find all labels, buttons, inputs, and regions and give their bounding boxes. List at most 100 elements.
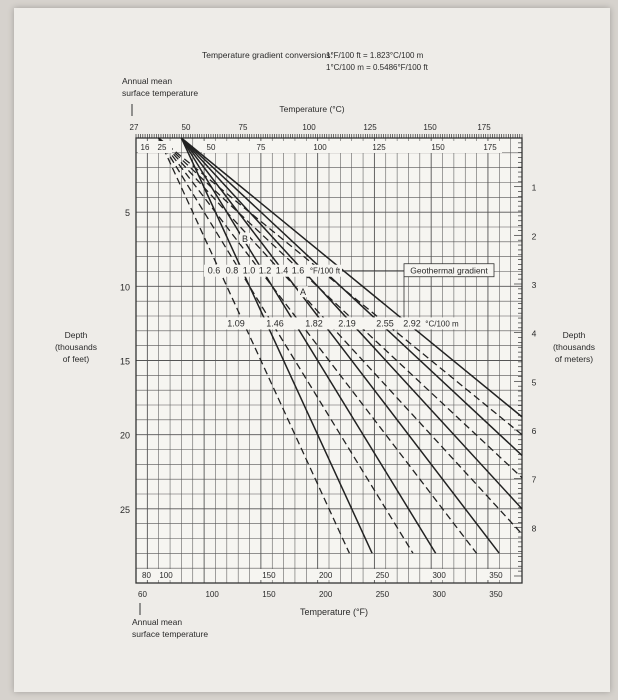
gradient-box-bg (403, 263, 495, 278)
x-tick-f-inner-4: 300 (432, 571, 446, 580)
y-tick-m-6: 6 (532, 426, 537, 436)
top-ticks (135, 134, 523, 138)
surface-tick-bottom-inner: 80 (142, 571, 151, 580)
surface-tick-bottom-bg (138, 569, 176, 580)
y-axis-label-left-2: (thousands (55, 342, 97, 352)
gradient-f-label-5: 1.4 (276, 266, 289, 276)
gradient-line-1 (180, 137, 373, 554)
y-axis-label-left-3: of feet) (63, 354, 90, 364)
gradient-f-label-4: 1.2 (259, 266, 272, 276)
x-tick-c-outer-1: 75 (239, 123, 248, 132)
gradient-c-label-2: 1.46 (266, 318, 284, 328)
x-tick-f-inner-bg (372, 569, 393, 580)
conversion-1: 1°F/100 ft = 1.823°C/100 m (326, 51, 424, 60)
x-tick-f-inner-bg (485, 569, 506, 580)
y-tick-ft-4: 20 (120, 431, 130, 441)
x-tick-f-outer-1: 100 (205, 590, 219, 599)
y-axis-label-right-2: (thousands (553, 342, 595, 352)
x-tick-c-outer-4: 150 (423, 123, 437, 132)
surface-tick-top-f-2: 50 (182, 123, 191, 132)
x-tick-f-inner-5: 350 (489, 571, 503, 580)
y-axis-label-left-1: Depth (65, 330, 88, 340)
x-tick-f-inner-3: 250 (376, 571, 390, 580)
surface-tick-top-f-1: 27 (130, 123, 139, 132)
x-axis-label-bottom: Temperature (°F) (300, 607, 368, 617)
x-tick-f-outer-4: 250 (376, 590, 390, 599)
surface-label-top-1: Annual mean (122, 76, 172, 86)
gradient-f-label-3: 1.0 (243, 266, 256, 276)
surface-tick-bottom-outer: 60 (138, 590, 147, 599)
y-tick-m-4: 4 (532, 329, 537, 339)
x-tick-f-inner-2: 200 (319, 571, 333, 580)
y-axis-label-right-3: of meters) (555, 354, 593, 364)
gradient-c-label-3: 1.82 (305, 318, 323, 328)
meter-scale (514, 137, 522, 577)
y-tick-ft-5: 25 (120, 505, 130, 515)
x-tick-c-inner-bg (202, 141, 502, 153)
marker-b-bg (240, 232, 250, 244)
y-tick-m-5: 5 (532, 377, 537, 387)
x-tick-c-inner-5: 150 (431, 143, 445, 152)
gradient-line-5 (180, 137, 523, 456)
marker-b: B (242, 234, 248, 244)
gradient-c-label-6: 2.92 (403, 318, 421, 328)
x-axis-label-top: Temperature (°C) (279, 104, 344, 114)
conversion-2: 1°C/100 m = 0.5486°F/100 ft (326, 63, 429, 72)
gradient-c-label-5: 2.55 (376, 318, 394, 328)
marker-a: A (300, 287, 306, 297)
x-tick-c-inner-3: 100 (313, 143, 327, 152)
x-tick-f-outer-6: 350 (489, 590, 503, 599)
x-tick-f-inner-100: 100 (159, 571, 173, 580)
surface-tick-c-bg (138, 141, 172, 153)
gradient-dashed-line-6 (158, 137, 523, 436)
x-tick-c-inner-1: 50 (207, 143, 216, 152)
chart-title: Temperature gradient conversions: (202, 50, 333, 60)
y-tick-m-2: 2 (532, 231, 537, 241)
y-tick-m-8: 8 (532, 523, 537, 533)
x-tick-c-inner-6: 175 (483, 143, 497, 152)
gradient-f-label-6: 1.6 (292, 266, 305, 276)
y-tick-ft-1: 5 (125, 208, 130, 218)
gradient-dashed-line-5 (158, 137, 523, 479)
gradient-box-label: Geothermal gradient (410, 266, 488, 276)
x-tick-f-inner-bg (429, 569, 450, 580)
gradient-dashed-line-3 (158, 137, 478, 554)
y-tick-m-7: 7 (532, 475, 537, 485)
x-tick-c-inner-2: 75 (257, 143, 266, 152)
y-tick-ft-3: 15 (120, 357, 130, 367)
surface-label-top-2: surface temperature (122, 88, 198, 98)
gradient-line-6 (180, 137, 523, 418)
x-tick-c-inner-4: 125 (372, 143, 386, 152)
x-tick-f-inner-bg (315, 569, 336, 580)
x-tick-f-inner-bg (258, 569, 279, 580)
x-tick-c-outer-3: 125 (363, 123, 377, 132)
surface-label-bottom-1: Annual mean (132, 617, 182, 627)
x-tick-f-outer-2: 150 (262, 590, 276, 599)
geothermal-gradient-chart: 0.6 0.8 1.0 1.2 1.4 1.6 °F/100 ft Geothermal gr… (55, 50, 595, 639)
chart-sheet: 0.6 0.8 1.0 1.2 1.4 1.6 °F/100 ft Geothermal gr… (14, 8, 610, 692)
y-tick-m-3: 3 (532, 280, 537, 290)
surface-label-bottom-2: surface temperature (132, 629, 208, 639)
x-tick-c-outer-2: 100 (302, 123, 316, 132)
gradient-c-label-1: 1.09 (227, 318, 245, 328)
surface-tick-top-c-1: 16 (141, 143, 150, 152)
gradient-f-unit-label: °F/100 ft (310, 267, 341, 276)
gradient-f-label-2: 0.8 (226, 266, 239, 276)
gradient-line-3 (180, 137, 500, 554)
y-axis-label-right-1: Depth (563, 330, 586, 340)
gradient-c-label-4: 2.19 (338, 318, 356, 328)
y-tick-ft-2: 10 (120, 282, 130, 292)
gradient-f-label-1: 0.6 (208, 266, 221, 276)
x-tick-c-outer-5: 175 (477, 123, 491, 132)
x-tick-f-outer-3: 200 (319, 590, 333, 599)
x-tick-f-outer-5: 300 (432, 590, 446, 599)
gradient-line-2 (180, 137, 437, 554)
gradient-dashed-line-2 (158, 137, 414, 554)
marker-a-bg (298, 286, 308, 298)
gradient-dashed-line-4 (158, 137, 523, 535)
y-tick-m-1: 1 (532, 183, 537, 193)
gradient-f-label-bg (204, 264, 342, 277)
gradient-c-unit-label: °C/100 m (425, 319, 459, 328)
gradient-dashed-line-1 (158, 137, 351, 554)
